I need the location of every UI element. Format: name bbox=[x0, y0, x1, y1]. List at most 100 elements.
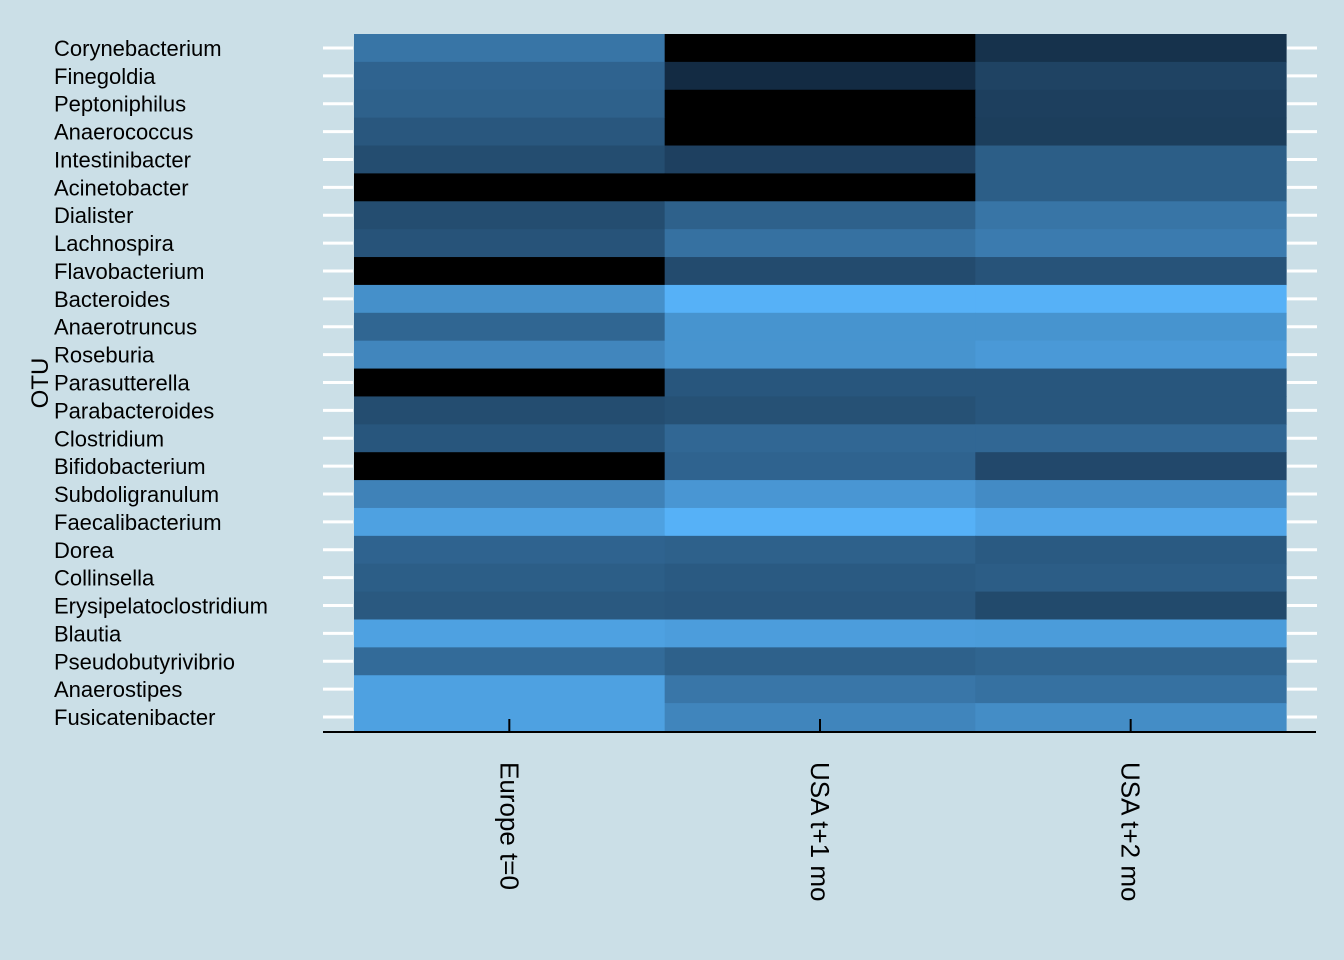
heatmap-cell bbox=[975, 480, 1287, 509]
heatmap-cell bbox=[354, 229, 666, 258]
y-tick-label: Dorea bbox=[54, 538, 115, 563]
heatmap-cell bbox=[975, 117, 1287, 147]
heatmap-cell bbox=[664, 117, 976, 147]
y-tick-label: Faecalibacterium bbox=[54, 510, 222, 535]
y-tick-label: Lachnospira bbox=[54, 231, 175, 256]
heatmap-cell bbox=[975, 201, 1287, 230]
heatmap-cell bbox=[975, 312, 1287, 342]
heatmap-cell bbox=[354, 257, 666, 286]
heatmap-cell bbox=[664, 535, 976, 565]
y-axis-title: OTU bbox=[27, 358, 54, 409]
y-tick-label: Fusicatenibacter bbox=[54, 705, 215, 730]
heatmap-cell bbox=[354, 340, 666, 370]
y-tick-label: Flavobacterium bbox=[54, 259, 204, 284]
y-tick-label: Bifidobacterium bbox=[54, 454, 206, 479]
x-tick-label: USA t+2 mo bbox=[1116, 762, 1146, 901]
heatmap-cell bbox=[975, 563, 1287, 593]
y-tick-marks bbox=[323, 46, 1317, 719]
x-axis: Europe t=0 USA t+1 mo USA t+2 mo bbox=[494, 719, 1146, 901]
y-tick-label: Peptoniphilus bbox=[54, 92, 186, 117]
heatmap-cells bbox=[354, 34, 1287, 732]
heatmap-cell bbox=[354, 591, 666, 621]
heatmap-cell bbox=[664, 480, 976, 509]
heatmap-cell bbox=[975, 89, 1287, 119]
x-tick-label: Europe t=0 bbox=[494, 762, 524, 890]
heatmap-cell bbox=[664, 173, 976, 202]
heatmap-cell bbox=[354, 201, 666, 230]
heatmap-cell bbox=[354, 424, 666, 453]
heatmap-cell bbox=[354, 480, 666, 509]
heatmap-cell bbox=[664, 424, 976, 453]
heatmap-cell bbox=[975, 424, 1287, 453]
y-tick-label: Erysipelatoclostridium bbox=[54, 594, 268, 619]
heatmap-cell bbox=[975, 257, 1287, 286]
y-tick-labels: Corynebacterium Finegoldia Peptoniphilus An… bbox=[54, 36, 268, 730]
heatmap-cell bbox=[975, 675, 1287, 704]
heatmap-cell bbox=[975, 535, 1287, 565]
heatmap-cell bbox=[975, 173, 1287, 202]
heatmap-cell bbox=[975, 507, 1287, 537]
heatmap-cell bbox=[664, 368, 976, 398]
heatmap-cell bbox=[664, 591, 976, 621]
heatmap-cell bbox=[664, 312, 976, 342]
heatmap-cell bbox=[975, 340, 1287, 370]
heatmap-cell bbox=[354, 284, 666, 314]
heatmap-cell bbox=[354, 647, 666, 676]
heatmap-cell bbox=[664, 145, 976, 174]
y-tick-label: Acinetobacter bbox=[54, 175, 189, 200]
x-tick-label: USA t+1 mo bbox=[805, 762, 835, 901]
heatmap-cell bbox=[664, 396, 976, 425]
heatmap-cell bbox=[354, 675, 666, 704]
y-tick-label: Clostridium bbox=[54, 426, 164, 451]
heatmap-cell bbox=[975, 145, 1287, 174]
heatmap-cell bbox=[975, 229, 1287, 258]
heatmap-cell bbox=[975, 34, 1287, 63]
heatmap-cell bbox=[975, 368, 1287, 398]
heatmap-cell bbox=[354, 117, 666, 147]
heatmap-cell bbox=[354, 145, 666, 174]
heatmap-cell bbox=[354, 368, 666, 398]
heatmap-cell bbox=[354, 61, 666, 91]
heatmap-cell bbox=[975, 591, 1287, 621]
heatmap-cell bbox=[664, 452, 976, 481]
heatmap-cell bbox=[354, 312, 666, 342]
y-tick-label: Corynebacterium bbox=[54, 36, 222, 61]
y-tick-label: Collinsella bbox=[54, 566, 155, 591]
heatmap-cell bbox=[354, 452, 666, 481]
y-tick-label: Anaerococcus bbox=[54, 120, 193, 145]
y-tick-label: Parabacteroides bbox=[54, 398, 214, 423]
heatmap-cell bbox=[354, 507, 666, 537]
heatmap-cell bbox=[664, 340, 976, 370]
heatmap-cell bbox=[354, 619, 666, 648]
heatmap-cell bbox=[354, 89, 666, 119]
heatmap-cell bbox=[664, 201, 976, 230]
heatmap-cell bbox=[354, 535, 666, 565]
heatmap-cell bbox=[354, 173, 666, 202]
heatmap-cell bbox=[975, 647, 1287, 676]
heatmap-cell bbox=[664, 229, 976, 258]
heatmap-cell bbox=[975, 452, 1287, 481]
heatmap-cell bbox=[354, 34, 666, 63]
heatmap-cell bbox=[354, 563, 666, 593]
y-tick-label: Anaerotruncus bbox=[54, 315, 197, 340]
y-tick-label: Anaerostipes bbox=[54, 677, 182, 702]
y-tick-label: Pseudobutyrivibrio bbox=[54, 649, 235, 674]
y-tick-label: Blautia bbox=[54, 621, 122, 646]
heatmap-cell bbox=[664, 284, 976, 314]
heatmap-cell bbox=[664, 257, 976, 286]
heatmap-cell bbox=[664, 619, 976, 648]
heatmap-cell bbox=[664, 507, 976, 537]
y-tick-label: Subdoligranulum bbox=[54, 482, 219, 507]
heatmap-cell bbox=[664, 675, 976, 704]
heatmap-cell bbox=[975, 284, 1287, 314]
y-tick-label: Roseburia bbox=[54, 343, 155, 368]
heatmap-cell bbox=[975, 61, 1287, 91]
y-tick-label: Finegoldia bbox=[54, 64, 156, 89]
heatmap-cell bbox=[975, 396, 1287, 425]
heatmap-cell bbox=[664, 647, 976, 676]
heatmap-cell bbox=[975, 619, 1287, 648]
y-tick-label: Parasutterella bbox=[54, 371, 191, 396]
heatmap-cell bbox=[664, 89, 976, 119]
heatmap-cell bbox=[664, 61, 976, 91]
